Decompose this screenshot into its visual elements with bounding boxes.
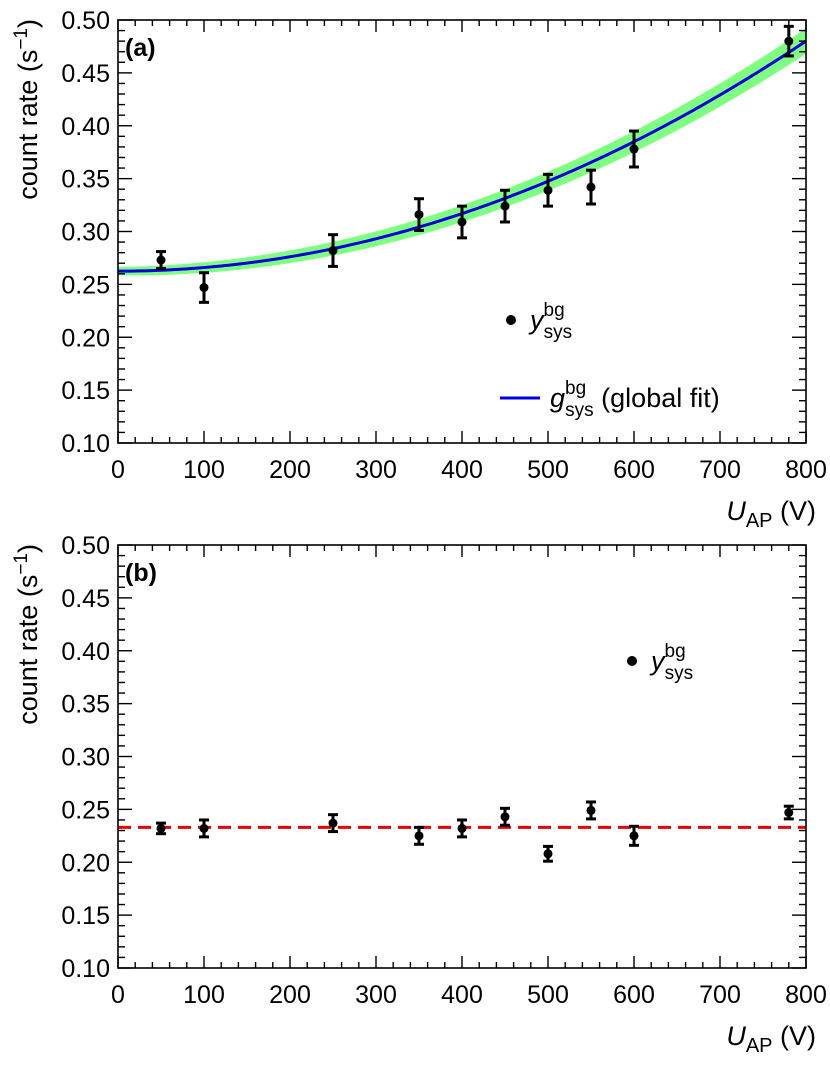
x-tick-label: 800 bbox=[785, 981, 827, 1009]
y-tick-label: 0.35 bbox=[61, 691, 110, 719]
y-tick-label: 0.25 bbox=[61, 271, 110, 299]
panel-label: (b) bbox=[125, 559, 157, 587]
y-tick-label: 0.50 bbox=[61, 532, 110, 560]
y-tick-label: 0.50 bbox=[61, 7, 110, 35]
data-point bbox=[199, 823, 209, 833]
data-point bbox=[414, 831, 424, 841]
y-tick-label: 0.30 bbox=[61, 744, 110, 772]
plot-area bbox=[118, 24, 806, 304]
data-point bbox=[586, 805, 596, 815]
y-tick-label: 0.10 bbox=[61, 430, 110, 458]
y-tick-label: 0.10 bbox=[61, 955, 110, 983]
x-tick-label: 300 bbox=[355, 456, 397, 484]
x-tick-label: 600 bbox=[613, 981, 655, 1009]
panel-label: (a) bbox=[125, 34, 156, 62]
y-tick-label: 0.40 bbox=[61, 638, 110, 666]
y-tick-label: 0.20 bbox=[61, 849, 110, 877]
legend-point-marker bbox=[506, 315, 516, 325]
y-tick-label: 0.45 bbox=[61, 585, 110, 613]
legend-entry: ybg sys bbox=[528, 300, 572, 343]
x-tick-label: 200 bbox=[269, 456, 311, 484]
y-tick-label: 0.35 bbox=[61, 166, 110, 194]
x-tick-label: 700 bbox=[699, 456, 741, 484]
y-tick-label: 0.45 bbox=[61, 60, 110, 88]
x-axis-title: UAP (V) bbox=[726, 1021, 816, 1057]
y-tick-label: 0.20 bbox=[61, 324, 110, 352]
y-axis-title: count rate (s−1) bbox=[11, 19, 43, 200]
data-point bbox=[784, 36, 794, 46]
legend-point-marker bbox=[627, 656, 637, 666]
plot-area bbox=[118, 800, 806, 863]
chart-panel-b: 0 100 200 300 400 500 600 700 800 0.10 0.15 0.20 0.2… bbox=[11, 532, 827, 1057]
data-point bbox=[586, 182, 596, 192]
y-tick-label: 0.40 bbox=[61, 113, 110, 141]
data-point bbox=[328, 818, 338, 828]
x-tick-label: 400 bbox=[441, 981, 483, 1009]
data-point bbox=[156, 255, 166, 265]
x-tick-label: 500 bbox=[527, 981, 569, 1009]
x-tick-label: 500 bbox=[527, 456, 569, 484]
x-tick-label: 100 bbox=[183, 981, 225, 1009]
legend-entry: ybg sys bbox=[649, 641, 693, 684]
x-tick-label: 0 bbox=[111, 981, 125, 1009]
chart-panel-a: 0 100 200 300 400 500 600 700 800 0.10 0.15 0.20 0.2… bbox=[11, 7, 827, 532]
x-tick-label: 0 bbox=[111, 456, 125, 484]
x-tick-label: 700 bbox=[699, 981, 741, 1009]
legend-entry: gbg sys (global fit) bbox=[550, 378, 720, 421]
x-axis-title: UAP (V) bbox=[726, 496, 816, 532]
plot-frame bbox=[117, 544, 807, 969]
data-point bbox=[414, 210, 424, 220]
data-point bbox=[629, 831, 639, 841]
data-point bbox=[784, 808, 794, 818]
y-tick-label: 0.15 bbox=[61, 377, 110, 405]
data-point bbox=[500, 201, 510, 211]
data-point bbox=[328, 246, 338, 256]
y-tick-label: 0.30 bbox=[61, 219, 110, 247]
data-point bbox=[543, 849, 553, 859]
x-tick-label: 300 bbox=[355, 981, 397, 1009]
x-tick-label: 400 bbox=[441, 456, 483, 484]
y-axis-title: count rate (s−1) bbox=[11, 544, 43, 725]
x-tick-label: 200 bbox=[269, 981, 311, 1009]
data-point bbox=[543, 185, 553, 195]
data-point bbox=[629, 144, 639, 154]
data-point bbox=[457, 823, 467, 833]
x-tick-label: 100 bbox=[183, 456, 225, 484]
x-tick-label: 800 bbox=[785, 456, 827, 484]
data-point bbox=[156, 823, 166, 833]
data-point bbox=[457, 217, 467, 227]
y-tick-label: 0.15 bbox=[61, 902, 110, 930]
x-tick-label: 600 bbox=[613, 456, 655, 484]
y-tick-label: 0.25 bbox=[61, 796, 110, 824]
data-point bbox=[199, 283, 209, 293]
data-point bbox=[500, 812, 510, 822]
